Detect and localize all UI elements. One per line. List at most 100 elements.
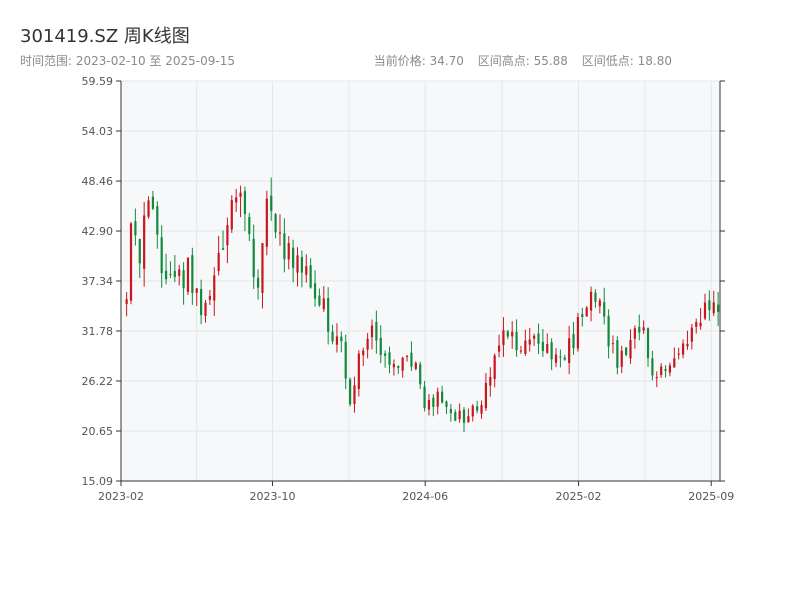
- x-tick-label: 2025-02: [556, 490, 602, 503]
- candle-down: [397, 365, 400, 374]
- candle-body: [480, 405, 483, 414]
- candle-down: [156, 201, 159, 249]
- candle-body: [160, 237, 163, 274]
- candle-down: [134, 208, 137, 246]
- candle-down: [646, 327, 650, 367]
- candle-body: [506, 331, 509, 337]
- candle-down: [651, 350, 654, 381]
- candle-body: [537, 333, 540, 344]
- candle-up: [261, 243, 264, 309]
- candle-body: [690, 327, 693, 342]
- candle-down: [182, 262, 185, 305]
- candle-body: [511, 331, 514, 337]
- candle-down: [541, 328, 544, 357]
- candle-up: [195, 287, 198, 306]
- candle-body: [243, 191, 247, 214]
- candle-down: [506, 329, 509, 340]
- candle-down: [449, 404, 452, 422]
- candle-body: [384, 353, 387, 356]
- candle-up: [322, 286, 325, 312]
- candle-body: [471, 405, 474, 417]
- candle-up: [629, 329, 632, 364]
- candle-body: [559, 356, 562, 358]
- candle-down: [138, 238, 141, 279]
- candle-body: [129, 223, 133, 301]
- candle-up: [366, 332, 369, 359]
- candle-body: [568, 338, 571, 364]
- candle-down: [270, 177, 273, 221]
- candle-up: [278, 214, 282, 246]
- candle-up: [357, 350, 360, 397]
- candle-up: [287, 236, 290, 270]
- y-tick-label: 48.46: [82, 175, 114, 188]
- candle-body: [427, 399, 431, 410]
- candle-up: [524, 329, 527, 356]
- candle-down: [708, 290, 711, 321]
- x-tick-label: 2025-09: [688, 490, 734, 503]
- candle-body: [261, 243, 264, 293]
- candle-down: [559, 349, 562, 368]
- candle-body: [138, 239, 141, 264]
- candle-up: [489, 367, 492, 397]
- candle-up: [235, 188, 238, 212]
- candle-down: [283, 218, 286, 273]
- candle-down: [169, 261, 172, 279]
- candle-body: [182, 270, 185, 289]
- candle-up: [178, 264, 181, 286]
- y-tick-label: 42.90: [82, 225, 114, 238]
- candle-up: [686, 330, 689, 350]
- candle-body: [327, 298, 330, 332]
- candle-body: [353, 385, 356, 404]
- candle-up: [699, 308, 702, 330]
- candle-down: [274, 212, 277, 239]
- candle-body: [322, 298, 325, 310]
- candle-down: [309, 258, 312, 289]
- candle-down: [348, 377, 352, 407]
- candle-down: [252, 224, 255, 289]
- candle-body: [419, 364, 422, 385]
- candle-down: [445, 400, 448, 415]
- candle-up: [436, 387, 439, 415]
- candle-body: [489, 376, 492, 386]
- candle-down: [550, 338, 553, 371]
- candle-up: [677, 347, 680, 360]
- candle-body: [217, 252, 220, 272]
- x-tick-label: 2024-06: [402, 490, 448, 503]
- candle-up: [493, 353, 496, 388]
- candle-body: [497, 345, 501, 352]
- candle-body: [305, 266, 308, 275]
- candle-up: [217, 236, 220, 276]
- candle-down: [625, 347, 628, 357]
- candle-body: [274, 214, 277, 233]
- candle-body: [633, 328, 636, 339]
- candle-body: [256, 277, 260, 288]
- candle-up: [497, 334, 501, 358]
- candle-body: [607, 315, 610, 347]
- candle-up: [681, 339, 685, 359]
- chart-subtitle: 时间范围: 2023-02-10 至 2025-09-15: [20, 54, 235, 68]
- candle-up: [239, 185, 242, 218]
- candle-down: [664, 365, 667, 378]
- candle-up: [528, 327, 531, 352]
- x-tick-label: 2023-02: [98, 490, 144, 503]
- candle-down: [151, 190, 155, 211]
- candle-down: [375, 310, 378, 354]
- candle-body: [603, 301, 606, 317]
- candle-body: [572, 334, 575, 349]
- candle-up: [546, 333, 549, 354]
- candle-body: [432, 397, 435, 407]
- candle-body: [208, 295, 211, 300]
- candle-body: [221, 248, 225, 250]
- candle-body: [541, 341, 544, 352]
- candle-body: [673, 358, 676, 368]
- candle-body: [362, 350, 365, 356]
- candle-body: [476, 406, 479, 411]
- candle-up: [703, 293, 707, 321]
- candle-body: [392, 363, 395, 368]
- candle-up: [673, 347, 676, 368]
- candle-body: [235, 197, 238, 203]
- candle-body: [164, 270, 168, 280]
- candle-body: [611, 343, 615, 345]
- candle-up: [611, 335, 615, 354]
- y-tick-label: 20.65: [82, 425, 114, 438]
